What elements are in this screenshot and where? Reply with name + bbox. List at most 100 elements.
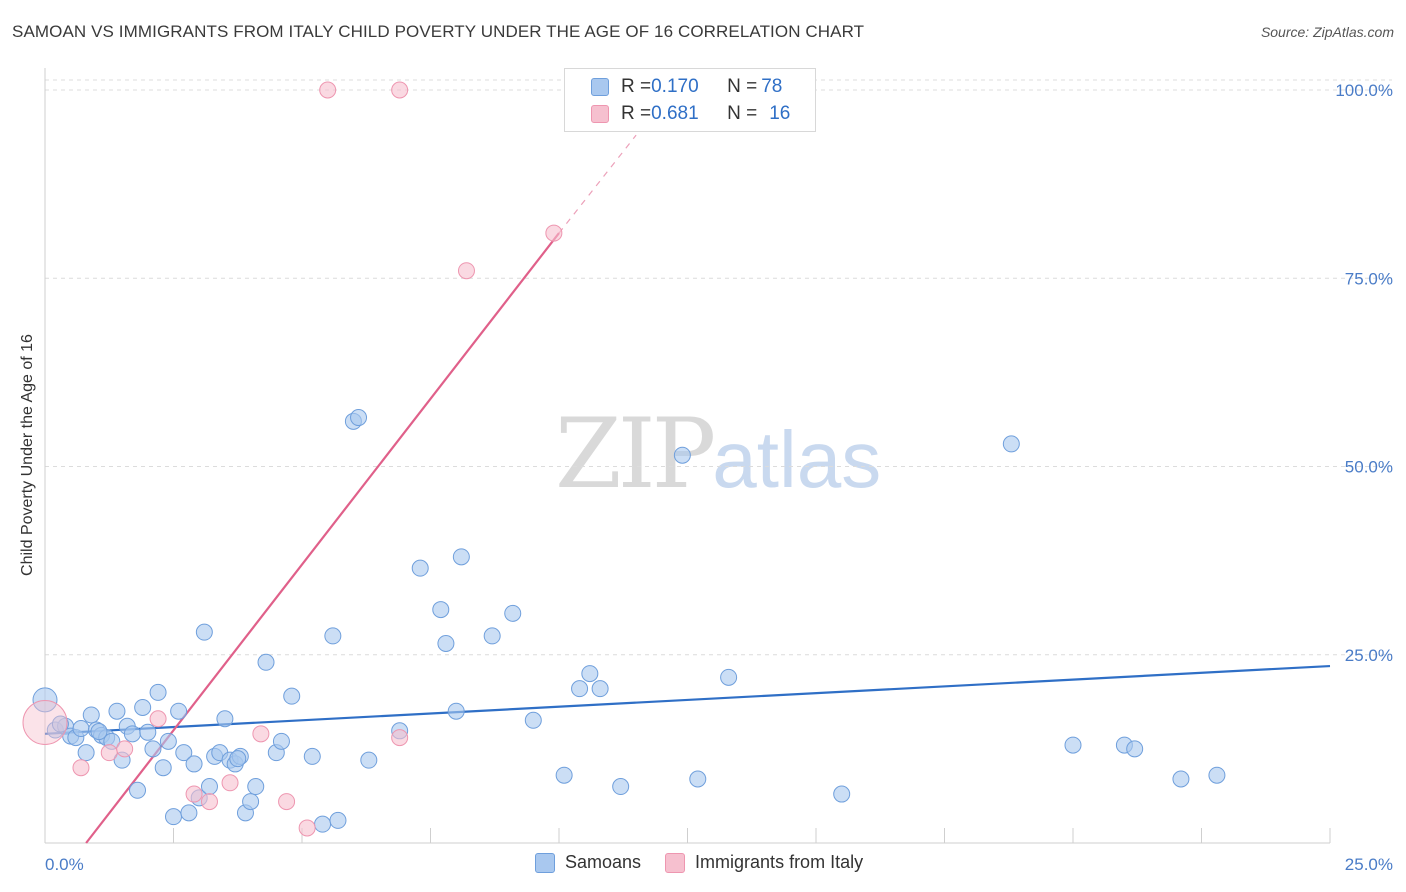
samoans-point (229, 750, 247, 768)
watermark: ZIPatlas (555, 398, 881, 510)
samoans-point (447, 702, 465, 720)
trend-lines (44, 134, 1331, 844)
samoans-point (720, 668, 738, 686)
legend-r-value: 0.170 (651, 76, 699, 97)
samoans-point (591, 680, 609, 698)
samoans-point (185, 755, 203, 773)
italy-point (298, 819, 316, 837)
samoans-point (504, 604, 522, 622)
series-legend-italy: Immigrants from Italy (665, 852, 863, 873)
samoans-point (154, 759, 172, 777)
watermark-atlas: atlas (712, 415, 882, 504)
samoans-point (283, 687, 301, 705)
y-tick-label: 75.0% (1345, 269, 1393, 288)
italy-point (545, 224, 563, 242)
samoans-point (1172, 770, 1190, 788)
italy-point (221, 774, 239, 792)
source-label: Source: ZipAtlas.com (1260, 24, 1394, 40)
y-tick-label: 100.0% (1335, 81, 1393, 100)
y-tick-label: 25.0% (1345, 646, 1393, 665)
x-tick-label: 25.0% (1345, 855, 1393, 874)
legend-swatch-blue (591, 78, 609, 96)
samoans-point (571, 680, 589, 698)
samoans-point (180, 804, 198, 822)
italy-points (22, 81, 563, 837)
samoans-point (437, 634, 455, 652)
samoans-point (1126, 740, 1144, 758)
samoans-point (82, 706, 100, 724)
italy-point (278, 793, 296, 811)
samoans-point (200, 778, 218, 796)
samoans-point (324, 627, 342, 645)
samoans-point (134, 698, 152, 716)
samoans-point (144, 740, 162, 758)
samoans-point (350, 409, 368, 427)
samoans-point (483, 627, 501, 645)
italy-point (22, 700, 68, 746)
samoans-point (1002, 435, 1020, 453)
italy-point (185, 785, 203, 803)
samoans-point (612, 778, 630, 796)
italy-legend-label: Immigrants from Italy (695, 852, 864, 872)
samoans-point (123, 725, 141, 743)
samoans-points (32, 409, 1226, 833)
legend-n-value: 78 (761, 76, 783, 97)
samoans-point (247, 778, 265, 796)
legend-swatch-pink (591, 105, 609, 123)
samoans-point (432, 601, 450, 619)
italy-point (319, 81, 337, 99)
italy-point (391, 81, 409, 99)
samoans-point (242, 793, 260, 811)
samoans-point (1064, 736, 1082, 754)
samoans-point (360, 751, 378, 769)
italy-point (149, 710, 167, 728)
series-legend: Samoans Immigrants from Italy (535, 852, 887, 873)
samoans-point (159, 732, 177, 750)
italy-point (100, 744, 118, 762)
tick-labels: 25.0% 50.0% 75.0% 100.0% 0.0% 25.0% (45, 81, 1393, 874)
samoans-point (673, 446, 691, 464)
samoans-point (90, 723, 108, 741)
samoans-point (165, 808, 182, 826)
italy-point (252, 725, 270, 743)
legend-n-value: 16 (769, 103, 791, 124)
samoans-point (32, 687, 58, 713)
italy-point (457, 262, 475, 280)
samoans-point (195, 623, 213, 641)
samoans-point (216, 710, 234, 728)
samoans-point (139, 723, 157, 741)
legend-r-value: 0.681 (651, 103, 699, 124)
samoans-point (303, 747, 321, 765)
samoans-point (689, 770, 707, 788)
samoans-point (257, 653, 275, 671)
legend-n-label: N = (727, 103, 758, 124)
samoans-trend-line (44, 664, 1331, 735)
legend-row-samoans: R = 0.170 N = 78 (591, 75, 782, 99)
x-tick-label: 0.0% (45, 855, 84, 874)
samoans-swatch (535, 852, 555, 873)
samoans-point (170, 702, 188, 720)
chart-title: SAMOAN VS IMMIGRANTS FROM ITALY CHILD PO… (12, 22, 865, 41)
samoans-point (129, 781, 147, 799)
samoans-legend-label: Samoans (565, 852, 642, 872)
legend-r-label: R = (621, 76, 652, 97)
correlation-legend: R = 0.170 N = 78 R = 0.681 N = 16 (564, 68, 816, 132)
y-tick-label: 50.0% (1345, 458, 1393, 477)
samoans-point (314, 815, 332, 833)
italy-point (200, 793, 218, 811)
italy-point (72, 759, 90, 777)
samoans-point (581, 665, 599, 683)
gridlines (45, 79, 1392, 656)
samoans-point (833, 785, 851, 803)
samoans-point (452, 548, 470, 566)
samoans-point (411, 559, 429, 577)
legend-r-label: R = (621, 103, 652, 124)
samoans-point (72, 720, 90, 738)
series-legend-samoans: Samoans (535, 852, 641, 873)
samoans-point (555, 766, 573, 784)
samoans-point (175, 744, 193, 762)
samoans-point (77, 744, 95, 762)
samoans-point (51, 715, 69, 733)
axes (44, 68, 1331, 844)
samoans-point (108, 702, 126, 720)
